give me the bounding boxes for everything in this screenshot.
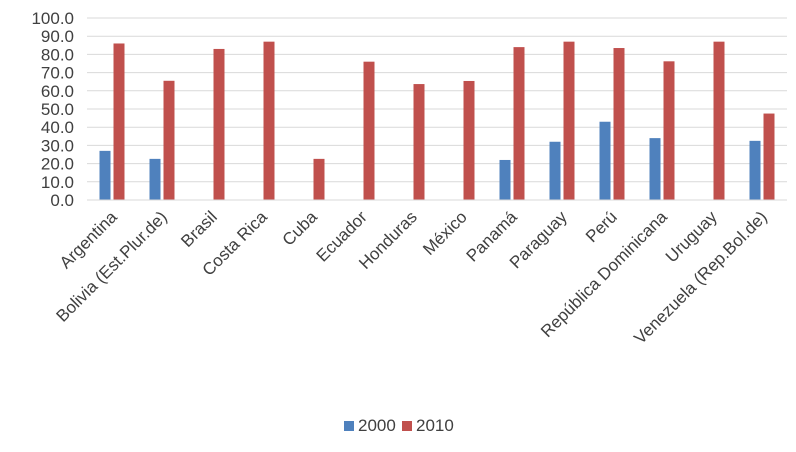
bar-2000-0 <box>99 150 111 200</box>
gridlines <box>87 17 787 183</box>
bar-2000-10 <box>599 121 611 200</box>
bar-2010-2 <box>213 48 225 200</box>
legend-swatch-2000 <box>344 421 354 431</box>
y-tick-label: 100.0 <box>31 9 74 28</box>
bar-2010-4 <box>313 158 325 200</box>
bar-2000-9 <box>549 141 561 200</box>
y-tick-label: 30.0 <box>41 136 74 155</box>
legend-label: 2000 <box>358 416 396 435</box>
bar-2010-5 <box>363 61 375 201</box>
y-tick-label: 0.0 <box>50 191 74 210</box>
legend-swatch-2010 <box>402 421 412 431</box>
y-tick-label: 20.0 <box>41 155 74 174</box>
bars <box>99 41 775 201</box>
bar-2010-9 <box>563 41 575 200</box>
bar-2000-11 <box>649 138 661 200</box>
bar-2010-12 <box>713 41 725 200</box>
bar-2010-3 <box>263 41 275 200</box>
x-category-label: Brasil <box>177 207 220 250</box>
bar-2010-11 <box>663 61 675 200</box>
y-tick-label: 40.0 <box>41 118 74 137</box>
y-tick-label: 90.0 <box>41 27 74 46</box>
bar-2010-7 <box>463 80 475 200</box>
legend-label: 2010 <box>416 416 454 435</box>
bar-2010-0 <box>113 43 125 201</box>
bar-2010-8 <box>513 47 525 201</box>
bar-2010-13 <box>763 113 775 200</box>
y-tick-label: 60.0 <box>41 82 74 101</box>
bar-2000-13 <box>749 140 761 200</box>
y-axis-ticks: 0.010.020.030.040.050.060.070.080.090.01… <box>31 9 74 210</box>
bar-2010-10 <box>613 48 625 200</box>
y-tick-label: 80.0 <box>41 45 74 64</box>
x-category-label: Cuba <box>279 207 322 250</box>
y-tick-label: 70.0 <box>41 64 74 83</box>
bar-2000-8 <box>499 159 511 200</box>
x-category-label: Perú <box>582 207 621 246</box>
legend: 2000 2010 <box>344 416 454 435</box>
y-tick-label: 50.0 <box>41 100 74 119</box>
bar-2010-1 <box>163 80 175 200</box>
bar-2010-6 <box>413 84 425 200</box>
y-tick-label: 10.0 <box>41 173 74 192</box>
bar-2000-1 <box>149 158 161 200</box>
